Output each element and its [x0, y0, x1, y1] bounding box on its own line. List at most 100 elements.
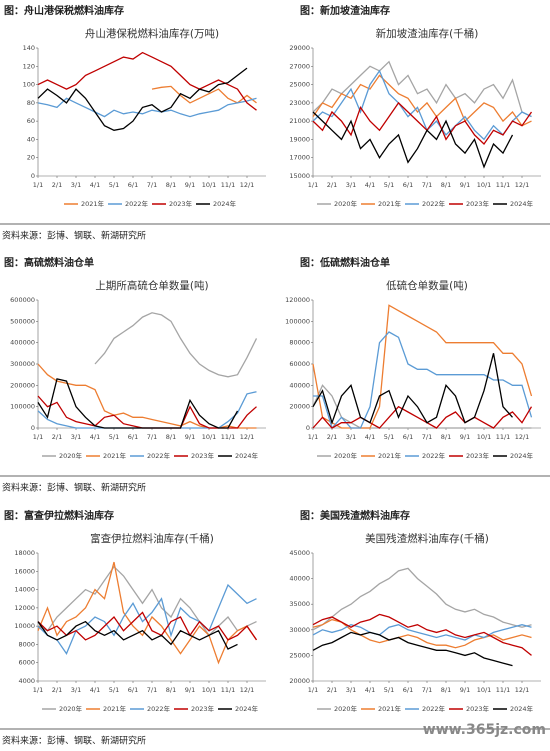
series-line — [312, 384, 532, 429]
y-tick-label: 21000 — [289, 117, 310, 125]
y-tick-label: 400000 — [10, 339, 35, 347]
x-tick-label: 9/1 — [460, 181, 470, 189]
x-tick-label: 6/1 — [128, 181, 138, 189]
x-tick-label: 12/1 — [240, 181, 255, 189]
source-note: 资料来源：彭博、钢联、新湖研究所 — [2, 735, 146, 747]
series-line — [37, 611, 258, 641]
source-note: 资料来源：彭博、钢联、新湖研究所 — [2, 230, 146, 242]
x-tick-label: 2/1 — [52, 181, 62, 189]
x-tick-label: 3/1 — [346, 686, 356, 694]
x-tick-label: 7/1 — [147, 181, 157, 189]
legend-label: 2023年 — [466, 704, 490, 713]
x-tick-label: 4/1 — [365, 686, 375, 694]
y-tick-label: 80 — [27, 99, 35, 107]
x-tick-label: 9/1 — [460, 686, 470, 694]
series-line — [37, 378, 239, 429]
legend-label: 2022年 — [422, 451, 446, 460]
chart-title: 新加坡渣油库存(千桶) — [376, 27, 479, 40]
series-line — [313, 331, 533, 430]
legend-label: 2024年 — [213, 199, 237, 208]
x-tick-label: 3/1 — [346, 181, 356, 189]
series-line — [151, 85, 257, 104]
y-tick-label: 100000 — [10, 403, 35, 411]
x-tick-label: 1/1 — [33, 433, 43, 441]
legend-label: 2023年 — [169, 199, 193, 208]
y-tick-label: 20000 — [289, 677, 310, 685]
x-tick-label: 1/1 — [308, 686, 318, 694]
legend-label: 2020年 — [334, 199, 358, 208]
y-tick-label: 19000 — [289, 135, 310, 143]
y-tick-label: 4000 — [18, 677, 35, 685]
series-line — [37, 583, 257, 655]
x-tick-label: 11/1 — [221, 181, 236, 189]
figure-label: 图：高硫燃料油仓单 — [4, 256, 94, 269]
figure-label: 图：美国残渣燃料油库存 — [300, 509, 410, 522]
x-tick-label: 11/1 — [221, 433, 236, 441]
y-tick-label: 0 — [306, 424, 310, 432]
y-tick-label: 60000 — [289, 360, 310, 368]
series-line — [312, 60, 532, 118]
legend-label: 2024年 — [235, 704, 259, 713]
x-tick-label: 11/1 — [496, 181, 511, 189]
y-tick-label: 60 — [27, 117, 35, 125]
x-tick-label: 9/1 — [185, 686, 195, 694]
legend-label: 2024年 — [235, 451, 259, 460]
x-tick-label: 4/1 — [90, 433, 100, 441]
x-tick-label: 2/1 — [52, 433, 62, 441]
figure-label: 图：舟山港保税燃料油库存 — [4, 4, 124, 17]
y-tick-label: 80000 — [289, 339, 310, 347]
x-tick-label: 10/1 — [202, 433, 217, 441]
x-tick-label: 5/1 — [384, 181, 394, 189]
series-line — [37, 51, 257, 111]
figure-label: 图：低硫燃料油仓单 — [300, 256, 390, 269]
series-line — [312, 304, 533, 429]
y-tick-label: 10000 — [14, 622, 35, 630]
legend-label: 2023年 — [191, 704, 215, 713]
x-tick-label: 4/1 — [365, 181, 375, 189]
x-tick-label: 4/1 — [90, 181, 100, 189]
x-tick-label: 10/1 — [477, 181, 492, 189]
legend-label: 2022年 — [422, 704, 446, 713]
figure-label: 图：富查伊拉燃料油库存 — [4, 509, 114, 522]
chart-title: 美国残渣燃料油库存(千桶) — [365, 532, 489, 545]
y-tick-label: 6000 — [18, 659, 35, 667]
series-line — [37, 97, 257, 118]
figure-label: 图：新加坡渣油库存 — [300, 4, 390, 17]
x-tick-label: 3/1 — [71, 686, 81, 694]
series-line — [312, 101, 533, 145]
legend-label: 2020年 — [334, 704, 358, 713]
x-tick-label: 11/1 — [496, 433, 511, 441]
x-tick-label: 2/1 — [327, 433, 337, 441]
y-tick-label: 40 — [27, 135, 35, 143]
x-tick-label: 6/1 — [403, 433, 413, 441]
x-tick-label: 6/1 — [128, 433, 138, 441]
chart-title: 低硫仓单数量(吨) — [386, 279, 468, 292]
x-tick-label: 8/1 — [441, 686, 451, 694]
x-tick-label: 11/1 — [221, 686, 236, 694]
series-line — [37, 620, 238, 650]
x-tick-label: 5/1 — [384, 433, 394, 441]
legend-label: 2023年 — [466, 199, 490, 208]
x-tick-label: 7/1 — [147, 686, 157, 694]
legend-label: 2022年 — [147, 451, 171, 460]
x-tick-label: 4/1 — [365, 433, 375, 441]
y-tick-label: 17000 — [289, 154, 310, 162]
x-tick-label: 12/1 — [515, 686, 530, 694]
x-tick-label: 12/1 — [515, 433, 530, 441]
legend-label: 2023年 — [191, 451, 215, 460]
x-tick-label: 5/1 — [109, 686, 119, 694]
series-line — [37, 67, 248, 131]
legend-label: 2024年 — [510, 199, 534, 208]
chart-title: 富查伊拉燃料油库存(千桶) — [90, 532, 214, 545]
x-tick-label: 8/1 — [166, 686, 176, 694]
chart-title: 舟山港保税燃料油库存(万吨) — [85, 27, 219, 40]
x-tick-label: 2/1 — [327, 181, 337, 189]
series-line — [312, 624, 532, 641]
y-tick-label: 16000 — [14, 567, 35, 575]
legend-label: 2021年 — [81, 199, 105, 208]
x-tick-label: 4/1 — [90, 686, 100, 694]
watermark: www.365jz.com — [423, 722, 546, 738]
y-tick-label: 12000 — [14, 604, 35, 612]
x-tick-label: 6/1 — [128, 686, 138, 694]
